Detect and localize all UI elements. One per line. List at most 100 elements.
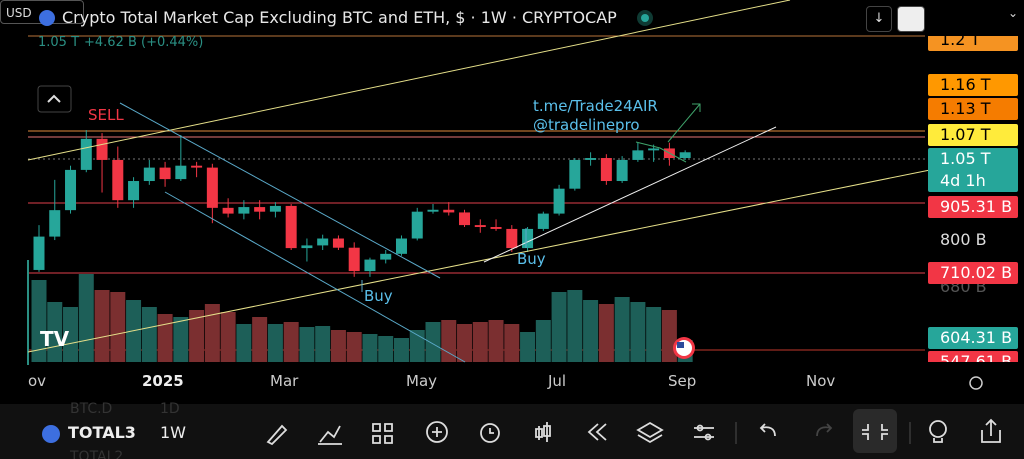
- alert-hands: [489, 428, 494, 434]
- candle-body: [443, 209, 455, 213]
- candle-body: [317, 238, 329, 246]
- fullscreen-icon: [862, 424, 888, 440]
- volume-bar: [362, 334, 378, 362]
- undo-icon[interactable]: [759, 423, 776, 437]
- draw-icon[interactable]: [266, 424, 288, 446]
- buy-label: Buy: [517, 250, 546, 268]
- bar-style-icon[interactable]: [535, 422, 551, 442]
- volume-bar: [157, 314, 173, 362]
- idea-base: [933, 438, 943, 443]
- share-icon[interactable]: [981, 418, 1001, 443]
- symbol[interactable]: TOTAL3: [68, 423, 136, 442]
- status-dot-inner: [641, 14, 649, 22]
- countdown: 4d 1h: [940, 171, 986, 190]
- candle-body: [112, 159, 124, 201]
- volume-bar: [141, 307, 157, 362]
- candle-body: [222, 207, 234, 214]
- volume-bar: [330, 330, 346, 362]
- collapse-button[interactable]: [37, 85, 72, 113]
- candle-body: [269, 205, 281, 212]
- indicators-icon[interactable]: [318, 425, 342, 445]
- channel-line: [164, 191, 466, 363]
- price-tag: 547.61 B: [928, 351, 1018, 362]
- candle-body: [522, 228, 534, 249]
- volume-bar: [378, 336, 394, 362]
- faded-interval: 1D: [160, 401, 180, 417]
- candle-body: [159, 167, 171, 180]
- volume-bar: [535, 320, 551, 362]
- candle-body: [553, 188, 565, 214]
- candle-body: [364, 259, 376, 272]
- last-price: 1.05 T: [38, 35, 80, 50]
- volume-bar: [567, 290, 583, 362]
- volume-bar: [598, 304, 614, 362]
- candle-body: [648, 148, 660, 151]
- price-tag: 800 B: [940, 230, 987, 249]
- trend-line: [27, 0, 791, 161]
- volume-bar: [346, 332, 362, 362]
- volume-bar: [78, 274, 94, 362]
- candle-body: [65, 169, 77, 211]
- currency: USD: [6, 6, 32, 20]
- volume-bar: [488, 320, 504, 362]
- symbol-icon: [39, 10, 55, 26]
- settings-icon[interactable]: [969, 376, 983, 390]
- volume-bar: [204, 304, 220, 362]
- volume-bar: [173, 317, 189, 362]
- candle-body: [679, 152, 691, 159]
- candle-body: [128, 181, 140, 201]
- sync-button[interactable]: [897, 6, 925, 32]
- x-tick-label: Jul: [548, 372, 567, 390]
- candle-body: [600, 158, 612, 182]
- layouts-icon[interactable]: [372, 423, 393, 444]
- candle-body: [33, 236, 45, 270]
- price-tag: 1.16 T: [928, 74, 1018, 96]
- volume-bar: [409, 330, 425, 362]
- volume-bar: [393, 338, 409, 362]
- volume-bar: [504, 324, 520, 362]
- toolbar-icons: [266, 418, 1001, 446]
- sell-label: SELL: [88, 106, 124, 124]
- redo-icon[interactable]: [816, 423, 833, 437]
- candle-body: [427, 209, 439, 212]
- volume-bar: [661, 310, 677, 362]
- candle-body: [49, 210, 61, 237]
- fullscreen-button[interactable]: [853, 409, 897, 453]
- price-tag: 1.05 T 4d 1h: [928, 148, 1018, 192]
- alert-icon[interactable]: [480, 423, 500, 443]
- arrow: [635, 141, 687, 163]
- symbol-icon: [42, 425, 60, 443]
- candle-body: [238, 207, 250, 214]
- candle-body: [143, 167, 155, 182]
- add-plus: [432, 427, 442, 437]
- price-tag: 905.31 B: [928, 196, 1018, 218]
- interval[interactable]: 1W: [160, 423, 186, 442]
- download-button[interactable]: ↓: [866, 6, 892, 32]
- volume-bar: [63, 307, 79, 362]
- candle-body: [348, 247, 360, 272]
- candle-body: [191, 165, 203, 168]
- x-tick-label: ov: [28, 372, 47, 390]
- volume-bar: [236, 324, 252, 362]
- volume-bar: [252, 317, 268, 362]
- chart-title: Crypto Total Market Cap Excluding BTC an…: [62, 8, 617, 27]
- add-icon[interactable]: [426, 421, 448, 443]
- volume-bar: [267, 324, 283, 362]
- idea-icon[interactable]: [929, 420, 947, 438]
- candle-body: [254, 207, 266, 212]
- candle-body: [490, 227, 502, 229]
- x-tick-label: Sep: [668, 372, 697, 390]
- volume-bar: [646, 307, 662, 362]
- price-tag: 1.07 T: [928, 124, 1018, 146]
- candle-body: [537, 213, 549, 229]
- trend-line: [483, 126, 777, 263]
- faded-symbol: TOTAL2: [70, 449, 124, 459]
- objects-icon[interactable]: [636, 421, 664, 444]
- candle-body: [206, 167, 218, 208]
- x-tick-label: Nov: [806, 372, 836, 390]
- buy-label: Buy: [364, 287, 393, 305]
- candle-body: [380, 253, 392, 260]
- arrow: [667, 103, 701, 143]
- candle-body: [569, 159, 581, 189]
- replay-icon[interactable]: [587, 423, 607, 441]
